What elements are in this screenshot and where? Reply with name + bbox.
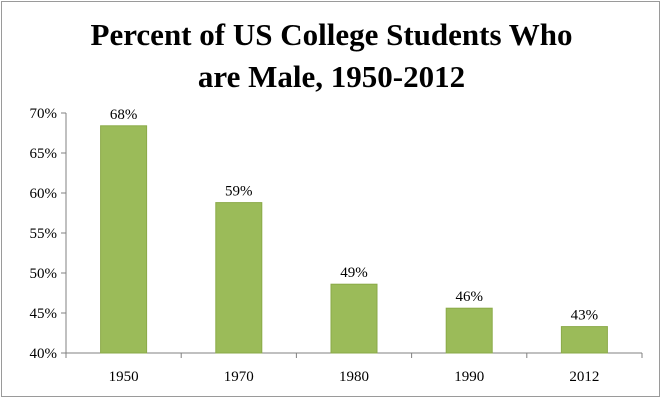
axes: 70% 65% 60% 55% 50% 45% 40% 1950 1970 1980 1990 201… (30, 106, 643, 385)
y-tick-label: 50% (30, 266, 58, 282)
data-label: 46% (455, 289, 483, 305)
y-tick-label: 65% (30, 146, 58, 162)
bar-1970 (215, 202, 263, 354)
data-label: 59% (225, 184, 253, 200)
data-label: 49% (340, 265, 368, 281)
chart-title-line-2: are Male, 1950-2012 (197, 59, 466, 94)
x-tick-label: 1990 (454, 369, 484, 385)
y-tick-label: 45% (30, 306, 58, 322)
bar-2012 (560, 326, 608, 354)
data-label: 43% (571, 308, 599, 324)
chart-title: Percent of US College Students Who are M… (0, 14, 663, 98)
x-tick-label: 1980 (339, 369, 369, 385)
y-tick-label: 55% (30, 226, 58, 242)
chart-title-line-1: Percent of US College Students Who (90, 17, 573, 52)
y-tick-label: 40% (30, 346, 58, 362)
bar-1980 (330, 283, 378, 354)
x-tick-label: 2012 (569, 369, 599, 385)
bar-1950 (100, 125, 148, 354)
y-tick-label: 60% (30, 186, 58, 202)
x-tick-label: 1970 (224, 369, 254, 385)
y-tick-label: 70% (30, 106, 58, 122)
data-labels: 68% 59% 49% 46% 43% (110, 107, 598, 324)
bar-1990 (445, 307, 493, 354)
data-label: 68% (110, 107, 138, 123)
x-tick-label: 1950 (109, 369, 139, 385)
bars (100, 125, 608, 354)
